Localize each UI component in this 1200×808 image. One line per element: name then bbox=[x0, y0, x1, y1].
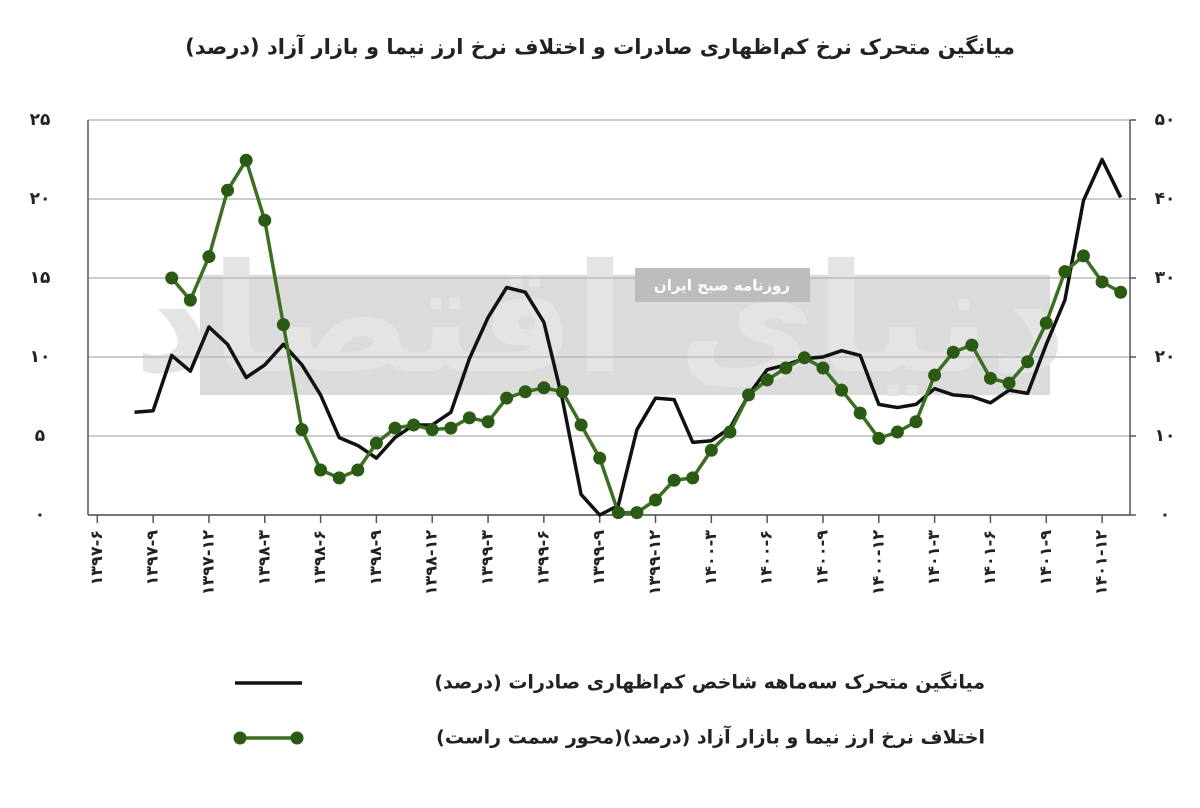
series-marker bbox=[630, 506, 644, 520]
x-tick-label: ۱۳۹۸-۹ bbox=[366, 530, 385, 586]
series-marker bbox=[165, 271, 179, 285]
series-marker bbox=[686, 471, 700, 485]
x-tick-label: ۱۳۹۹-۹ bbox=[589, 530, 608, 586]
y-tick-label: ۲۰ bbox=[30, 189, 51, 209]
series-marker bbox=[1114, 285, 1128, 299]
series-marker bbox=[649, 493, 663, 507]
y2-tick-label: ۳۰ bbox=[1155, 268, 1176, 288]
y-tick-label: ۲۵ bbox=[30, 110, 51, 130]
series-marker bbox=[202, 250, 216, 264]
series-marker bbox=[816, 361, 830, 375]
series-marker bbox=[462, 411, 476, 425]
series-marker bbox=[1076, 249, 1090, 263]
series-marker bbox=[797, 351, 811, 365]
x-tick-label: ۱۴۰۰-۱۲ bbox=[868, 530, 887, 595]
series-marker bbox=[723, 425, 737, 439]
series-marker bbox=[332, 471, 346, 485]
x-tick-label: ۱۴۰۱-۱۲ bbox=[1092, 530, 1111, 595]
series-marker bbox=[555, 385, 569, 399]
series-marker bbox=[1002, 376, 1016, 390]
series-marker bbox=[276, 318, 290, 332]
watermark: دنیای اقتصاد bbox=[134, 233, 1067, 407]
x-tick-label: ۱۳۹۹-۶ bbox=[533, 530, 552, 585]
series-marker bbox=[369, 436, 383, 450]
y2-tick-label: ۰ bbox=[1160, 505, 1170, 525]
series-marker bbox=[351, 463, 365, 477]
series-marker bbox=[872, 431, 886, 445]
legend-label: میانگین متحرک سه‌ماهه شاخص کم‌اظهاری صاد… bbox=[434, 671, 985, 694]
y2-tick-label: ۱۰ bbox=[1155, 426, 1176, 446]
x-tick-label: ۱۳۹۸-۳ bbox=[254, 530, 273, 586]
y-tick-label: ۰ bbox=[35, 505, 45, 525]
series-marker bbox=[481, 415, 495, 429]
series-marker bbox=[704, 443, 718, 457]
series-marker bbox=[425, 423, 439, 437]
series-marker bbox=[965, 338, 979, 352]
series-marker bbox=[742, 388, 756, 402]
series-marker bbox=[611, 506, 625, 520]
series-marker bbox=[388, 421, 402, 435]
x-tick-label: ۱۳۹۷-۹ bbox=[143, 530, 162, 586]
series-line bbox=[170, 158, 1122, 515]
series-marker bbox=[779, 361, 793, 375]
series-marker bbox=[314, 463, 328, 477]
x-tick-label: ۱۴۰۰-۶ bbox=[757, 530, 776, 585]
series-marker bbox=[1095, 275, 1109, 289]
watermark-subtitle: روزنامه صبح ایران bbox=[654, 277, 790, 295]
x-tick-label: ۱۳۹۸-۱۲ bbox=[422, 530, 441, 595]
series-marker bbox=[1039, 316, 1053, 330]
series-marker bbox=[444, 421, 458, 435]
series-marker bbox=[518, 385, 532, 399]
series-marker bbox=[574, 418, 588, 432]
series-marker bbox=[928, 368, 942, 382]
x-tick-label: ۱۳۹۷-۶ bbox=[87, 530, 106, 585]
legend-marker bbox=[233, 731, 247, 745]
series-marker bbox=[500, 391, 514, 405]
series-marker bbox=[258, 213, 272, 227]
x-tick-label: ۱۳۹۸-۶ bbox=[310, 530, 329, 585]
x-tick-label: ۱۳۹۹-۳ bbox=[478, 530, 497, 586]
watermark-box bbox=[635, 268, 810, 302]
y-tick-label: ۱۰ bbox=[30, 347, 51, 367]
series-marker bbox=[667, 473, 681, 487]
x-tick-label: ۱۳۹۷-۱۲ bbox=[198, 530, 217, 595]
series-marker bbox=[890, 425, 904, 439]
legend-label: اختلاف نرخ ارز نیما و بازار آزاد (درصد)(… bbox=[436, 725, 985, 749]
series-marker bbox=[853, 406, 867, 420]
series-line bbox=[134, 157, 1123, 517]
series-marker bbox=[1058, 265, 1072, 279]
x-tick-label: ۱۴۰۱-۶ bbox=[980, 530, 999, 585]
series-marker bbox=[946, 345, 960, 359]
series-marker bbox=[760, 373, 774, 387]
series-marker bbox=[239, 153, 253, 167]
series-marker bbox=[295, 423, 309, 437]
y2-tick-label: ۵۰ bbox=[1155, 110, 1176, 130]
series-marker bbox=[1021, 355, 1035, 369]
y2-tick-label: ۲۰ bbox=[1155, 347, 1176, 367]
x-tick-label: ۱۳۹۹-۱۲ bbox=[645, 530, 664, 595]
x-tick-label: ۱۴۰۱-۹ bbox=[1036, 530, 1055, 586]
series-marker bbox=[183, 293, 197, 307]
legend-marker bbox=[290, 731, 304, 745]
series-marker bbox=[593, 451, 607, 465]
y-tick-label: ۵ bbox=[35, 426, 45, 446]
x-tick-label: ۱۴۰۰-۹ bbox=[812, 530, 831, 586]
series-marker bbox=[835, 383, 849, 397]
chart-title: میانگین متحرک نرخ کم‌اظهاری صادرات و اخت… bbox=[185, 34, 1015, 59]
y-tick-label: ۱۵ bbox=[30, 268, 51, 288]
series-marker bbox=[983, 371, 997, 385]
series-marker bbox=[909, 415, 923, 429]
x-tick-label: ۱۴۰۰-۳ bbox=[701, 530, 720, 586]
watermark-band bbox=[200, 275, 1050, 395]
series-marker bbox=[221, 183, 235, 197]
y2-tick-label: ۴۰ bbox=[1155, 189, 1176, 209]
series-marker bbox=[537, 381, 551, 395]
series-marker bbox=[407, 418, 421, 432]
x-tick-label: ۱۴۰۱-۳ bbox=[924, 530, 943, 586]
